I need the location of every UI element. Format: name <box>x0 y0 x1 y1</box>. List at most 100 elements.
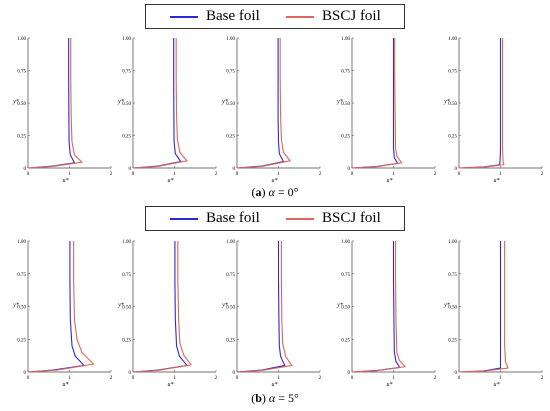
gb-p3-xlabel: u* <box>272 382 278 388</box>
gb-p3-ytick-label-1: 0.25 <box>226 338 235 343</box>
gb-p5-xtick-label-2: 2 <box>541 376 544 381</box>
gb-p2-xtick-label-0: 0 <box>132 376 135 381</box>
ga-p1-ytick-label-0: 0 <box>24 167 27 172</box>
gb-p5-ylabel: y* <box>443 303 450 309</box>
gb-p2-xtick-label-2: 2 <box>215 376 218 381</box>
ga-p5-xlabel: u* <box>494 178 500 184</box>
ga-p2-ytick-label-4: 1.00 <box>122 37 131 42</box>
ga-p1-ylabel: y* <box>12 99 19 105</box>
gb-p1-series-bscj <box>27 241 95 373</box>
gb-p4-ylabel: y* <box>336 303 343 309</box>
ga-p1-xtick-label-1: 1 <box>68 172 71 177</box>
gb-p4-xtick-label-2: 2 <box>434 376 437 381</box>
ga-p3-series-bscj <box>236 38 291 169</box>
gb-p3-ytick-label-4: 1.00 <box>226 240 235 245</box>
ga-p1-ytick-label-3: 0.75 <box>17 70 26 75</box>
legend-item-base-b: Base foil <box>170 207 260 230</box>
gb-p2-xtick-label-1: 1 <box>173 376 176 381</box>
caption-a: (a) α = 0° <box>251 185 299 199</box>
caption-a-value: 0° <box>287 185 299 199</box>
legend-item-bscj-b: BSCJ foil <box>286 207 381 230</box>
ga-p2-series-bscj <box>132 38 188 169</box>
gb-p2-ytick-label-0: 0 <box>129 371 132 376</box>
ga-p5-ytick-label-3: 0.75 <box>448 70 457 75</box>
ga-p5-xtick-label-2: 2 <box>541 172 544 177</box>
gb-p5-ytick-label-4: 1.00 <box>448 240 457 245</box>
legend-label-base-b: Base foil <box>206 210 260 226</box>
ga-p2-ytick-label-3: 0.75 <box>122 70 131 75</box>
gb-p3-series-base <box>236 241 286 373</box>
gb-p1-series-base <box>27 241 85 373</box>
gb-p4-ytick-label-3: 0.75 <box>341 273 350 278</box>
ga-p4-series-base <box>351 38 399 169</box>
ga-p1-xtick-label-0: 0 <box>27 172 30 177</box>
caption-a-symbol: α <box>268 185 275 199</box>
gb-p4-series-base <box>351 241 401 373</box>
gb-p4-ytick-label-1: 0.25 <box>341 338 350 343</box>
ga-p4-ylabel: y* <box>336 99 343 105</box>
ga-p3-ytick-label-4: 1.00 <box>226 37 235 42</box>
ga-p3-ylabel: y* <box>221 99 228 105</box>
ga-p2-ytick-label-1: 0.25 <box>122 135 131 140</box>
gb-p1-ylabel: y* <box>12 303 19 309</box>
gb-p5-ytick-label-1: 0.25 <box>448 338 457 343</box>
gb-p2-ytick-label-1: 0.25 <box>122 338 131 343</box>
ga-p5-ytick-label-1: 0.25 <box>448 135 457 140</box>
caption-b-value: 5° <box>287 391 299 405</box>
gb-p2-ytick-label-2: 0.50 <box>122 306 131 311</box>
gb-p5-ytick-label-2: 0.50 <box>448 306 457 311</box>
gb-p3-xtick-label-2: 2 <box>319 376 322 381</box>
ga-p5-ylabel: y* <box>443 99 450 105</box>
gb-p2-ytick-label-3: 0.75 <box>122 273 131 278</box>
legend-swatch-bscj-b <box>286 217 314 220</box>
ga-p2-xtick-label-0: 0 <box>132 172 135 177</box>
gb-p2-series-bscj <box>132 241 192 373</box>
ga-p1-series-base <box>27 38 76 169</box>
gb-p2-xlabel: u* <box>168 382 174 388</box>
ga-p1-ytick-label-4: 1.00 <box>17 37 26 42</box>
legend-item-bscj: BSCJ foil <box>286 5 381 28</box>
gb-p4-ytick-label-4: 1.00 <box>341 240 350 245</box>
gb-p3-ytick-label-2: 0.50 <box>226 306 235 311</box>
ga-p3-xtick-label-0: 0 <box>236 172 239 177</box>
ga-p4-xtick-label-2: 2 <box>434 172 437 177</box>
ga-p3-ytick-label-2: 0.50 <box>226 102 235 107</box>
gb-p3-ylabel: y* <box>221 303 228 309</box>
gb-p3-series-bscj <box>236 241 293 373</box>
ga-p3-ytick-label-0: 0 <box>233 167 236 172</box>
gb-p2-ylabel: y* <box>117 303 124 309</box>
ga-p2-ytick-label-0: 0 <box>129 167 132 172</box>
gb-p5-xlabel: u* <box>494 382 500 388</box>
ga-p4-ytick-label-0: 0 <box>348 167 351 172</box>
ga-p5-ytick-label-2: 0.50 <box>448 102 457 107</box>
gb-p1-xtick-label-2: 2 <box>110 376 113 381</box>
gb-p3-xtick-label-0: 0 <box>236 376 239 381</box>
ga-p1-ytick-label-1: 0.25 <box>17 135 26 140</box>
gb-p3-ytick-label-3: 0.75 <box>226 273 235 278</box>
ga-p1-xtick-label-2: 2 <box>110 172 113 177</box>
legend-label-bscj-b: BSCJ foil <box>322 210 381 226</box>
ga-p1-xlabel: u* <box>63 178 69 184</box>
ga-p3-ytick-label-3: 0.75 <box>226 70 235 75</box>
ga-p2-series-base <box>132 38 182 169</box>
ga-p3-xtick-label-1: 1 <box>277 172 280 177</box>
ga-p3-xtick-label-2: 2 <box>319 172 322 177</box>
legend-bottom: Base foil BSCJ foil <box>145 206 405 231</box>
ga-p5-series-base <box>458 38 502 169</box>
caption-b-eq: = <box>275 391 288 405</box>
legend-swatch-base-b <box>170 217 198 220</box>
ga-p3-series-base <box>236 38 285 169</box>
caption-b-symbol: α <box>268 391 276 405</box>
ga-p5-series-bscj <box>458 38 505 169</box>
legend-swatch-bscj <box>286 15 314 18</box>
legend-label-base: Base foil <box>206 8 260 24</box>
gb-p4-ytick-label-0: 0 <box>348 371 351 376</box>
ga-p3-ytick-label-1: 0.25 <box>226 135 235 140</box>
gb-p5-series-base <box>458 241 502 373</box>
gb-p5-xtick-label-1: 1 <box>499 376 502 381</box>
gb-p4-series-bscj <box>351 241 406 373</box>
ga-p4-ytick-label-1: 0.25 <box>341 135 350 140</box>
gb-p1-xtick-label-0: 0 <box>27 376 30 381</box>
gb-p4-xlabel: u* <box>387 382 393 388</box>
